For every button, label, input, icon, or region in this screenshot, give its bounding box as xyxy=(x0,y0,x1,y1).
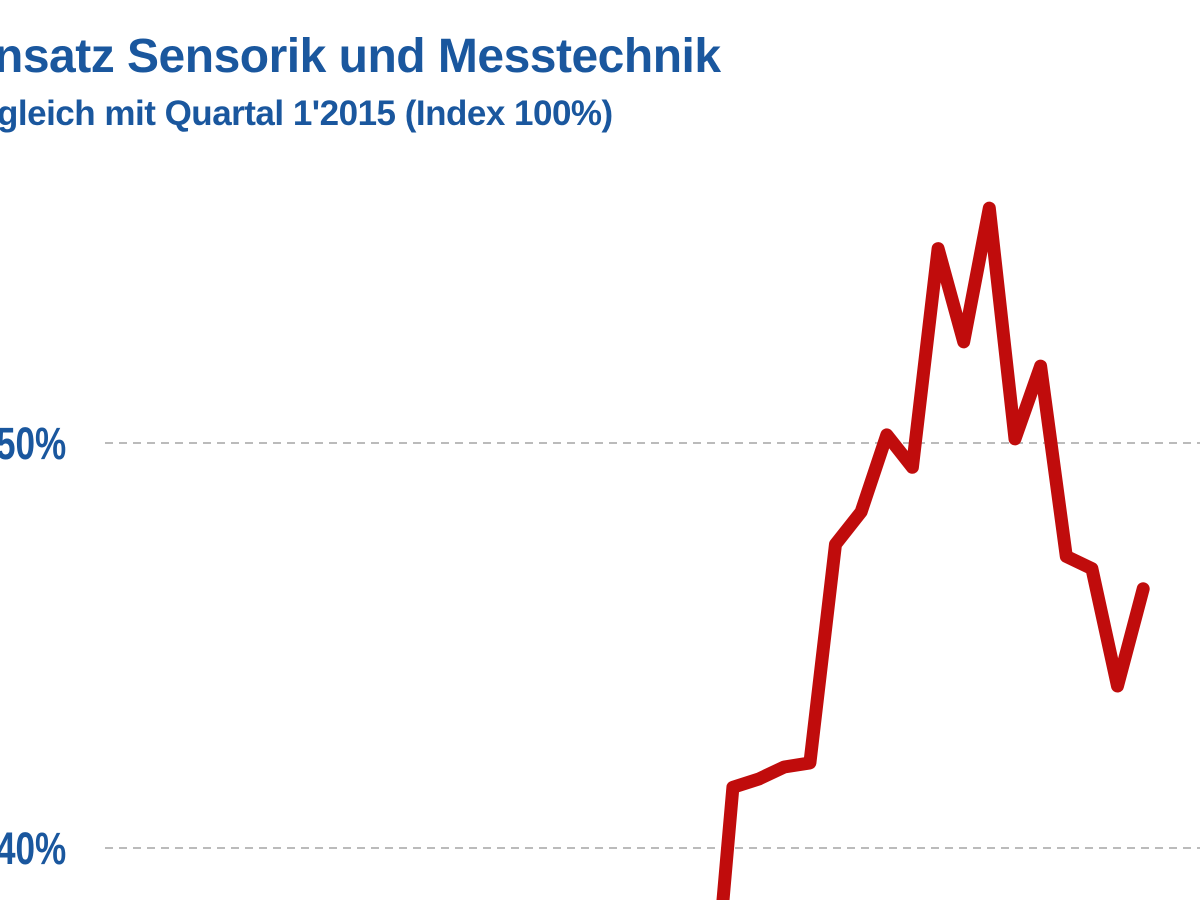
chart-title: nsatz Sensorik und Messtechnik xyxy=(0,30,721,83)
y-axis-tick-label-50: 50% xyxy=(0,418,67,469)
umsatz-index-line xyxy=(716,201,1150,900)
chart-subtitle: gleich mit Quartal 1'2015 (Index 100%) xyxy=(0,94,613,133)
y-axis-tick-label-40: 40% xyxy=(0,823,67,874)
